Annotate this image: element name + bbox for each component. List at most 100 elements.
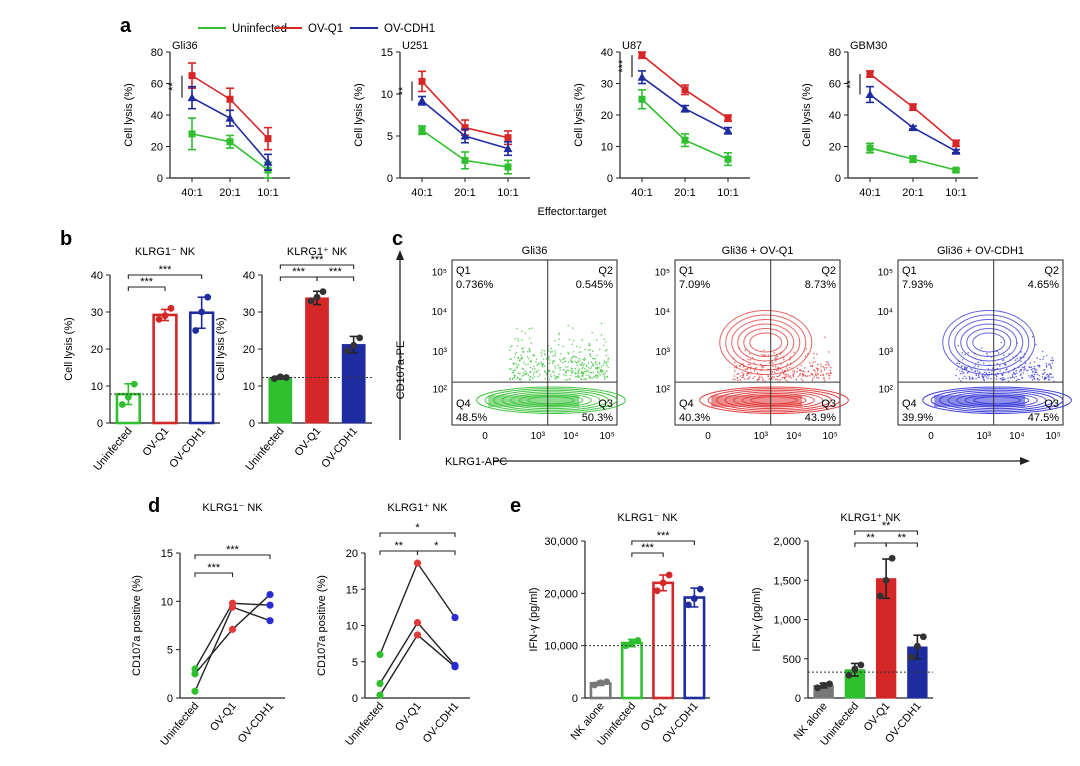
c3-event-dot <box>1048 378 1051 381</box>
c3-event-dot <box>975 377 977 380</box>
a1-point <box>226 95 234 103</box>
e1-sig-bracket <box>631 540 695 545</box>
c2-event-dot <box>776 355 779 357</box>
e2-sig-bracket <box>885 542 918 547</box>
c1-event-dot <box>596 366 599 369</box>
c1-event-dot <box>603 378 606 380</box>
c1-event-dot <box>544 353 546 356</box>
c3-y-tick-label: 10² <box>879 385 894 396</box>
c1-event-dot <box>554 376 557 378</box>
c1-event-dot <box>549 373 552 376</box>
b2-sig-label: *** <box>292 266 306 278</box>
c1-event-dot <box>567 361 570 363</box>
a2-y-tick-label: 5 <box>387 131 393 143</box>
c1-event-dot <box>565 374 567 377</box>
a2-point <box>460 131 470 140</box>
c3-event-dot <box>1014 359 1017 361</box>
c3-event-dot <box>1015 369 1018 372</box>
c1-event-dot <box>549 351 552 353</box>
c1-event-dot <box>585 369 588 371</box>
a3-x-tick-label: 20:1 <box>674 187 695 199</box>
c3-event-dot <box>982 378 985 381</box>
c1-event-dot <box>510 368 512 370</box>
c1-event-dot <box>514 338 516 340</box>
c1-event-dot <box>514 376 516 378</box>
facs-x-arrowhead <box>1020 457 1030 465</box>
c1-event-dot <box>595 363 598 366</box>
c2-event-dot <box>793 370 796 373</box>
c1-event-dot <box>533 375 536 378</box>
c3-event-dot <box>1031 375 1033 378</box>
d2-sig-label: * <box>434 540 439 552</box>
c1-event-dot <box>527 363 529 365</box>
c1-event-dot <box>556 376 559 378</box>
c1-event-dot <box>591 331 593 334</box>
c3-event-dot <box>1011 373 1014 376</box>
a4-y-label: Cell lysis (%) <box>801 83 813 147</box>
e2-y-tick-label: 1,500 <box>773 575 801 587</box>
c2-event-dot <box>800 378 803 380</box>
c3-event-dot <box>1028 366 1030 368</box>
c1-event-dot <box>560 353 562 355</box>
c1-event-dot <box>590 366 593 368</box>
c1-event-dot <box>510 344 513 347</box>
c1-event-dot <box>541 365 543 367</box>
c1-event-dot <box>585 365 588 367</box>
c3-event-dot <box>1004 378 1006 380</box>
c1-event-dot <box>557 364 560 366</box>
e1-x-tick-label: OV-Q1 <box>639 700 670 733</box>
c1-event-dot <box>517 339 519 342</box>
c3-event-dot <box>1023 366 1025 369</box>
c1-event-dot <box>571 368 574 370</box>
c3-event-dot <box>1050 373 1053 375</box>
b2-x-tick-label: OV-CDH1 <box>319 425 360 470</box>
c1-event-dot <box>558 333 560 336</box>
e1-y-label: IFN-γ (pg/ml) <box>528 587 540 651</box>
c2-event-dot <box>822 373 824 376</box>
c2-event-dot <box>772 362 774 364</box>
e2-replicate-point <box>814 684 822 692</box>
c1-event-dot <box>516 365 519 368</box>
c1-event-dot <box>548 356 550 358</box>
e2-title: KLRG1⁺ NK <box>840 512 901 524</box>
c2-event-dot <box>795 378 798 381</box>
b2-replicate-point <box>344 347 352 355</box>
e1-replicate-point <box>591 681 599 689</box>
b1-replicate-point <box>204 293 212 301</box>
c1-event-dot <box>534 368 536 370</box>
c1-event-dot <box>529 366 532 369</box>
a3-sig-label: *** <box>617 59 629 73</box>
c1-event-dot <box>589 349 592 351</box>
c2-event-dot <box>774 357 777 360</box>
c3-event-dot <box>1038 374 1040 377</box>
c1-event-dot <box>551 370 554 373</box>
c2-event-dot <box>788 376 790 378</box>
a2-point <box>418 77 426 85</box>
c1-event-dot <box>526 356 529 358</box>
c1-event-dot <box>515 367 518 369</box>
c1-event-dot <box>587 374 590 377</box>
c1-event-dot <box>529 337 531 340</box>
a3-y-tick-label: 30 <box>601 79 613 91</box>
a2-x-tick-label: 10:1 <box>497 187 518 199</box>
b2-replicate-point <box>356 334 364 342</box>
a1-x-tick-label: 10:1 <box>257 187 278 199</box>
c3-event-dot <box>956 368 958 371</box>
c1-event-dot <box>598 366 601 369</box>
a3-point <box>638 51 646 59</box>
c3-q1-label: Q1 <box>902 265 917 277</box>
c1-event-dot <box>519 372 521 375</box>
a1-y-label: Cell lysis (%) <box>123 83 135 147</box>
c1-event-dot <box>564 379 567 381</box>
c1-event-dot <box>600 371 603 374</box>
b1-y-tick-label: 30 <box>91 307 103 319</box>
b2-y-tick-label: 30 <box>243 307 255 319</box>
c3-event-dot <box>1041 350 1044 353</box>
c3-event-dot <box>1023 369 1025 371</box>
d1-donor-point <box>266 601 274 609</box>
e2-replicate-point <box>820 682 828 689</box>
e1-replicate-point <box>653 587 661 595</box>
c2-event-dot <box>800 370 803 372</box>
c3-event-dot <box>1042 355 1045 358</box>
c2-q2-value: 8.73% <box>805 279 836 291</box>
